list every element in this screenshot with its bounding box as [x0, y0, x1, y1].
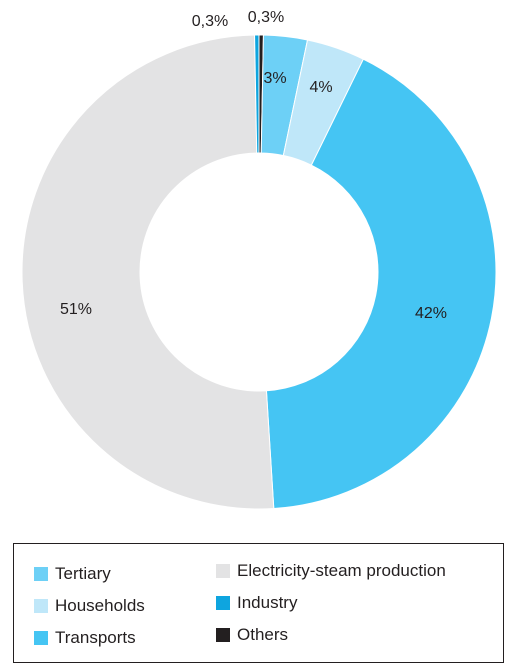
legend-item-tertiary: Tertiary: [34, 564, 111, 584]
slice-label-households: 4%: [309, 79, 332, 96]
slice-label-transports: 42%: [415, 305, 447, 322]
slice-label-others: 0,3%: [248, 9, 284, 26]
slices: [21, 34, 497, 510]
legend-swatch-transports: [34, 631, 48, 645]
legend: Tertiary Households Transports Electrici…: [13, 543, 504, 663]
legend-label-transports: Transports: [55, 628, 136, 647]
slice-electricity-steam-production: [21, 34, 275, 510]
slice-label-tertiary: 3%: [263, 70, 286, 87]
slice-transports: [265, 58, 497, 510]
legend-item-industry: Industry: [216, 593, 297, 613]
slice-label-electricity-steam-production: 51%: [60, 301, 92, 318]
donut-chart: 0,3% 3% 4% 42% 51% 0,3%: [21, 9, 497, 510]
slice-industry: [254, 34, 260, 154]
legend-item-households: Households: [34, 596, 145, 616]
legend-label-households: Households: [55, 596, 145, 615]
legend-swatch-industry: [216, 596, 230, 610]
legend-item-transports: Transports: [34, 628, 136, 648]
legend-label-tertiary: Tertiary: [55, 564, 111, 583]
legend-item-others: Others: [216, 625, 288, 645]
legend-item-electricity-steam: Electricity-steam production: [216, 561, 446, 581]
legend-label-electricity-steam: Electricity-steam production: [237, 561, 446, 580]
slice-labels: 0,3% 3% 4% 42% 51% 0,3%: [60, 9, 447, 322]
slice-label-industry: 0,3%: [192, 13, 228, 30]
legend-swatch-electricity-steam: [216, 564, 230, 578]
legend-swatch-tertiary: [34, 567, 48, 581]
legend-swatch-households: [34, 599, 48, 613]
legend-label-others: Others: [237, 625, 289, 644]
legend-label-industry: Industry: [237, 593, 298, 612]
legend-swatch-others: [216, 628, 230, 642]
